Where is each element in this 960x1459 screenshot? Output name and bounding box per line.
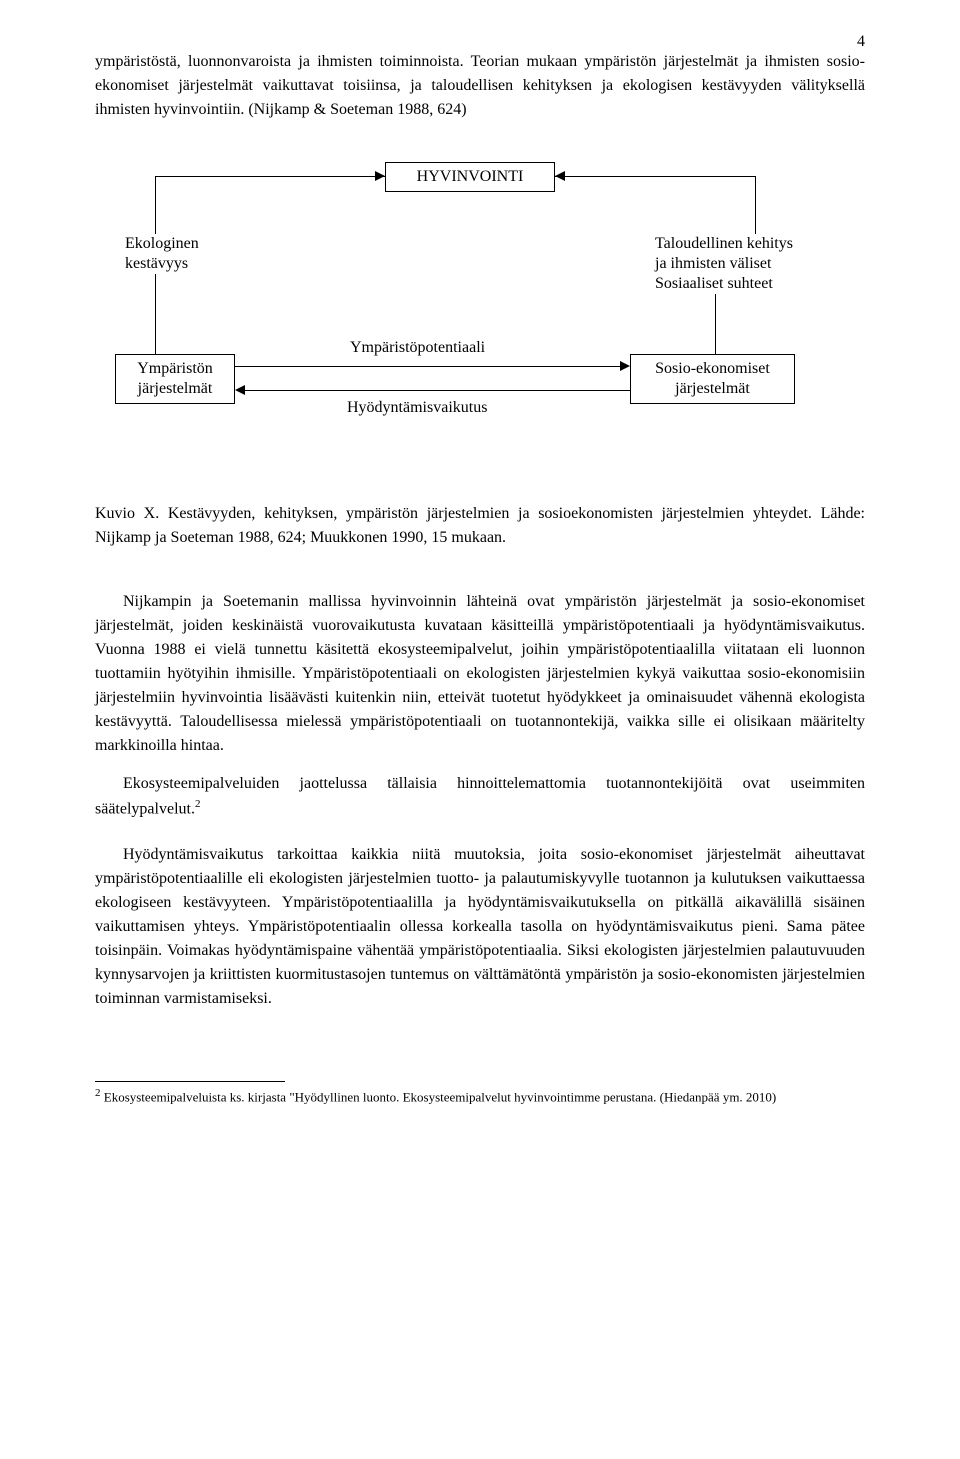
node-sosio: Sosio-ekonomiset järjestelmät [630,354,795,404]
body-paragraph-2: Ekosysteemipalveluiden jaottelussa tälla… [95,772,865,821]
text: Sosio-ekonomiset [655,360,770,377]
connector [755,176,756,234]
body-paragraph-1: Nijkampin ja Soetemanin mallissa hyvinvo… [95,590,865,758]
text: järjestelmät [675,380,750,397]
connector [715,294,716,354]
text: ja ihmisten väliset [655,255,771,272]
page: 4 ympäristöstä, luonnonvaroista ja ihmis… [0,0,960,1157]
text: Ympäristön [137,360,213,377]
label-hyodyntamis: Hyödyntämisvaikutus [347,398,487,418]
arrowhead-icon [235,385,245,395]
connector [155,274,156,354]
text: Ekosysteemipalveluiden jaottelussa tälla… [95,775,865,817]
connector [155,176,156,234]
text: Sosiaaliset suhteet [655,275,773,292]
connector [155,176,385,177]
page-number: 4 [857,30,865,54]
arrowhead-icon [620,361,630,371]
footnote-text: Ekosysteemipalveluista ks. kirjasta "Hyö… [101,1090,777,1105]
figure-caption: Kuvio X. Kestävyyden, kehityksen, ympäri… [95,502,865,550]
label-ekologinen: Ekologinen kestävyys [125,234,199,274]
text: järjestelmät [138,380,213,397]
arrowhead-icon [555,171,565,181]
connector [235,366,620,367]
connector [555,176,755,177]
flow-diagram: HYVINVOINTI Ekologinen kestävyys Taloude… [95,162,865,472]
body-paragraph-3: Hyödyntämisvaikutus tarkoittaa kaikkia n… [95,843,865,1011]
text: Ekologinen [125,235,199,252]
text: kestävyys [125,255,188,272]
arrowhead-icon [375,171,385,181]
connector [245,390,630,391]
label-potentiaali: Ympäristöpotentiaali [350,338,485,358]
text: Taloudellinen kehitys [655,235,793,252]
footnote-separator [95,1081,285,1082]
node-hyvinvointi: HYVINVOINTI [385,162,555,192]
label-taloudellinen: Taloudellinen kehitys ja ihmisten välise… [655,234,793,294]
intro-paragraph: ympäristöstä, luonnonvaroista ja ihmiste… [95,50,865,122]
footnote: 2 Ekosysteemipalveluista ks. kirjasta "H… [95,1086,865,1106]
footnote-ref: 2 [195,798,201,810]
node-ymparisto: Ympäristön järjestelmät [115,354,235,404]
